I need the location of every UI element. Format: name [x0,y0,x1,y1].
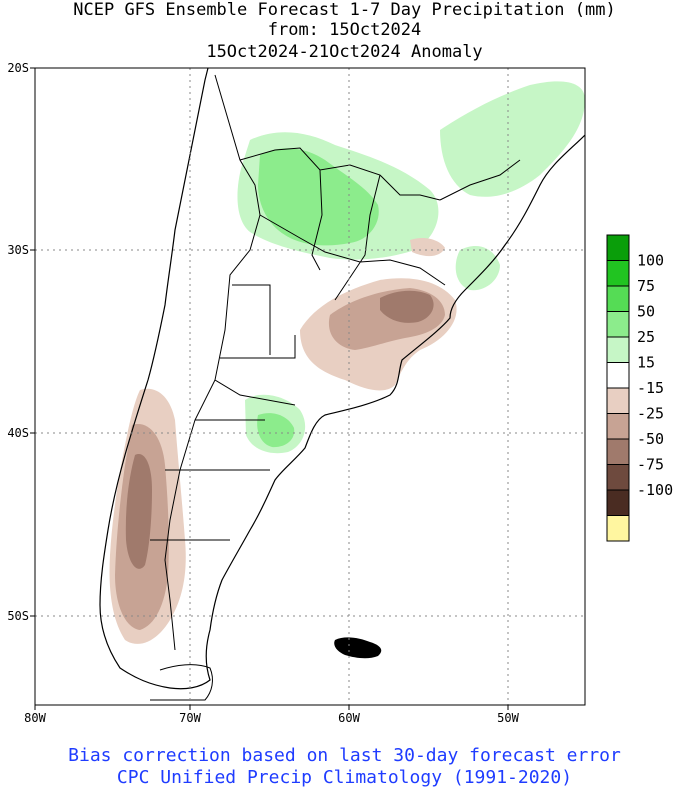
anomaly-positive-central-core [257,413,295,448]
legend-label: -25 [637,405,664,423]
anomaly-positive-coast [455,245,500,291]
lon-label-70w: 70W [179,711,201,725]
map-title: NCEP GFS Ensemble Forecast 1-7 Day Preci… [73,0,616,20]
legend-swatch [606,285,630,312]
lat-label-40s: 40S [7,426,29,440]
country-borders [150,74,521,651]
anomaly-positive-north-core [258,148,379,246]
legend-swatch [606,438,630,465]
legend-label: 100 [637,252,664,270]
anomaly-negative-patagonia-core [125,454,152,569]
legend-swatch [606,413,630,440]
legend-swatch [606,311,630,338]
anomaly-positive-northeast [440,81,585,197]
anomaly-negative-east-core [380,290,434,323]
legend-label: 15 [637,354,655,372]
graticule [35,68,585,705]
legend-label: 50 [637,303,655,321]
legend-label: 25 [637,328,655,346]
coastline [99,68,585,690]
map-frame [34,67,586,706]
lat-label-50s: 50S [7,609,29,623]
legend-label: 75 [637,277,655,295]
legend-label: -75 [637,456,664,474]
legend-swatch [606,464,630,491]
lat-label-20s: 20S [7,61,29,75]
footer-climatology-note: CPC Unified Precip Climatology (1991-202… [116,767,573,788]
legend-swatch [606,387,630,414]
lon-label-50w: 50W [497,711,519,725]
lon-label-60w: 60W [338,711,360,725]
legend-label: -100 [637,481,673,499]
color-legend: 100 75 50 25 15 -15 -25 -50 -75 -100 [606,234,673,542]
legend-swatch [606,260,630,287]
legend-label: -50 [637,430,664,448]
forecast-init-date: from: 15Oct2024 [267,20,422,40]
ticks [30,67,509,710]
lon-label-80w: 80W [24,711,46,725]
legend-swatch [606,362,630,389]
legend-label: -15 [637,379,664,397]
map-content [99,68,585,701]
tierra-del-fuego [150,664,213,701]
forecast-period: 15Oct2024-21Oct2024 Anomaly [206,42,483,62]
falkland-islands [334,637,382,659]
legend-swatch [606,489,630,516]
legend-swatch [606,234,630,261]
footer-bias-note: Bias correction based on last 30-day for… [68,745,621,766]
legend-swatch [606,515,630,542]
legend-swatch [606,336,630,363]
anomaly-negative-east-spot [410,237,445,257]
lat-label-30s: 30S [7,243,29,257]
